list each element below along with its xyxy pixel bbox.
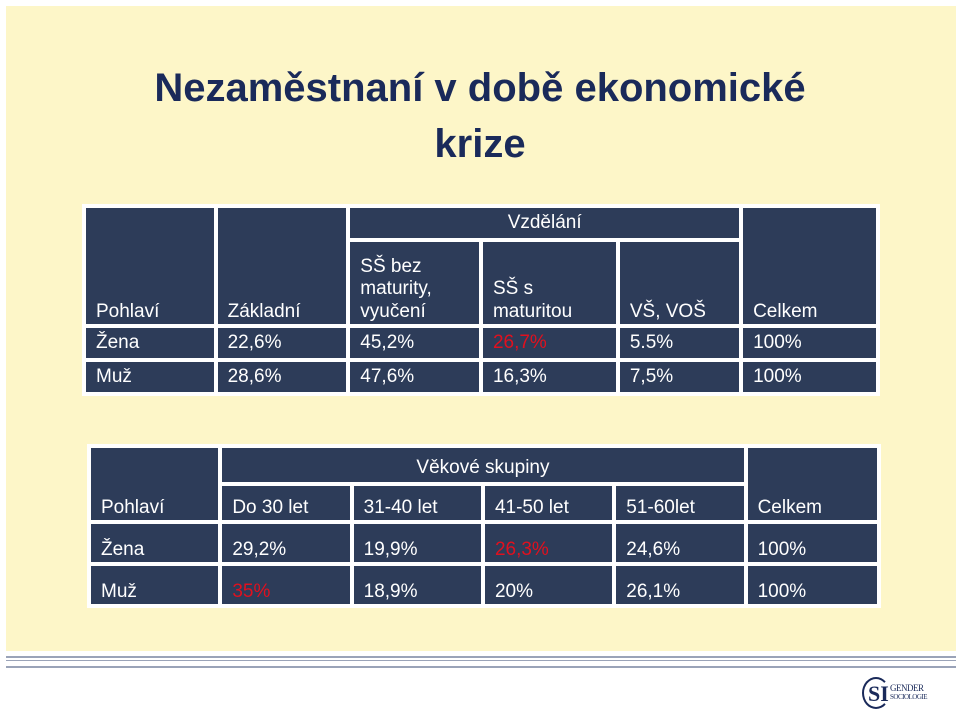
footer-divider bbox=[6, 656, 956, 668]
highlight-value: 26,7% bbox=[492, 331, 547, 353]
table-row: Muž 35% 18,9% 20% 26,1% 100% bbox=[91, 566, 877, 604]
table-row: Žena 22,6% 45,2% 26,7% 5.5% 100% bbox=[86, 328, 876, 358]
header-ss-bez-line-3: vyučení bbox=[360, 301, 426, 323]
header-celkem: Celkem bbox=[747, 448, 877, 520]
table-cell-highlight: 35% bbox=[222, 566, 350, 604]
table-cell: 16,3% bbox=[482, 362, 616, 392]
table-cell: 100% bbox=[747, 566, 877, 604]
table-row: Žena 29,2% 19,9% 26,3% 24,6% 100% bbox=[91, 524, 877, 562]
title-line-2: krize bbox=[434, 122, 526, 166]
table-row: Muž 28,6% 47,6% 16,3% 7,5% 100% bbox=[86, 362, 876, 392]
table-cell: 18,9% bbox=[353, 566, 481, 604]
header-ss-s-line-1: SŠ s bbox=[492, 278, 534, 300]
age-table: Pohlaví Věkové skupiny Celkem Do 30 let … bbox=[87, 444, 881, 608]
header-ss-bez-line-1: SŠ bez bbox=[360, 255, 422, 277]
table-cell: 28,6% bbox=[217, 362, 347, 392]
table-cell: 29,2% bbox=[222, 524, 350, 562]
education-table: Pohlaví Základní Vzdělání Celkem SŠ bez … bbox=[82, 204, 880, 396]
table-cell-highlight: 26,7% bbox=[482, 328, 616, 358]
title-line-1: Nezaměstnaní v době ekonomické bbox=[154, 66, 806, 110]
table-cell: 100% bbox=[743, 328, 876, 358]
row-label-muz: Muž bbox=[91, 566, 219, 604]
header-pohlavi: Pohlaví bbox=[91, 448, 219, 520]
header-vs-vos: VŠ, VOŠ bbox=[619, 242, 740, 324]
logo-ring-icon bbox=[862, 677, 890, 709]
group-header-vekove-skupiny: Věkové skupiny bbox=[222, 448, 744, 482]
highlight-value: 35% bbox=[232, 581, 271, 603]
table-cell: 19,9% bbox=[353, 524, 481, 562]
logo-text-line-2: SOCIOLOGIE bbox=[890, 693, 928, 701]
header-31-40-let: 31-40 let bbox=[353, 486, 481, 520]
header-do-30-let: Do 30 let bbox=[222, 486, 350, 520]
table-cell-highlight: 26,3% bbox=[484, 524, 613, 562]
logo-text-line-1: GENDER bbox=[890, 683, 924, 693]
header-pohlavi: Pohlaví bbox=[86, 208, 214, 324]
header-celkem: Celkem bbox=[743, 208, 876, 324]
table-cell: 24,6% bbox=[616, 524, 744, 562]
page-title: Nezaměstnaní v době ekonomické krize bbox=[0, 68, 960, 180]
table-cell: 20% bbox=[484, 566, 613, 604]
header-ss-bez-maturity: SŠ bez maturity, vyučení bbox=[350, 242, 479, 324]
row-label-zena: Žena bbox=[91, 524, 219, 562]
header-ss-bez-line-2: maturity, bbox=[360, 278, 432, 300]
highlight-value: 26,3% bbox=[494, 539, 549, 561]
table-cell: 100% bbox=[747, 524, 877, 562]
table-cell: 47,6% bbox=[350, 362, 479, 392]
header-41-50-let: 41-50 let bbox=[484, 486, 613, 520]
row-label-muz: Muž bbox=[86, 362, 214, 392]
header-zakladni: Základní bbox=[217, 208, 347, 324]
table-cell: 100% bbox=[743, 362, 876, 392]
row-label-zena: Žena bbox=[86, 328, 214, 358]
table-cell: 7,5% bbox=[619, 362, 740, 392]
header-51-60-let: 51-60let bbox=[616, 486, 744, 520]
table-cell: 26,1% bbox=[616, 566, 744, 604]
group-header-vzdelani: Vzdělání bbox=[350, 208, 740, 238]
table-cell: 22,6% bbox=[217, 328, 347, 358]
table-cell: 45,2% bbox=[350, 328, 479, 358]
header-ss-s-line-2: maturitou bbox=[492, 301, 573, 323]
gender-sociologie-logo: SI GENDER SOCIOLOGIE bbox=[862, 677, 928, 709]
table-cell: 5.5% bbox=[619, 328, 740, 358]
logo-letters: SI bbox=[868, 681, 889, 706]
header-ss-s-maturitou: SŠ s maturitou bbox=[482, 242, 616, 324]
